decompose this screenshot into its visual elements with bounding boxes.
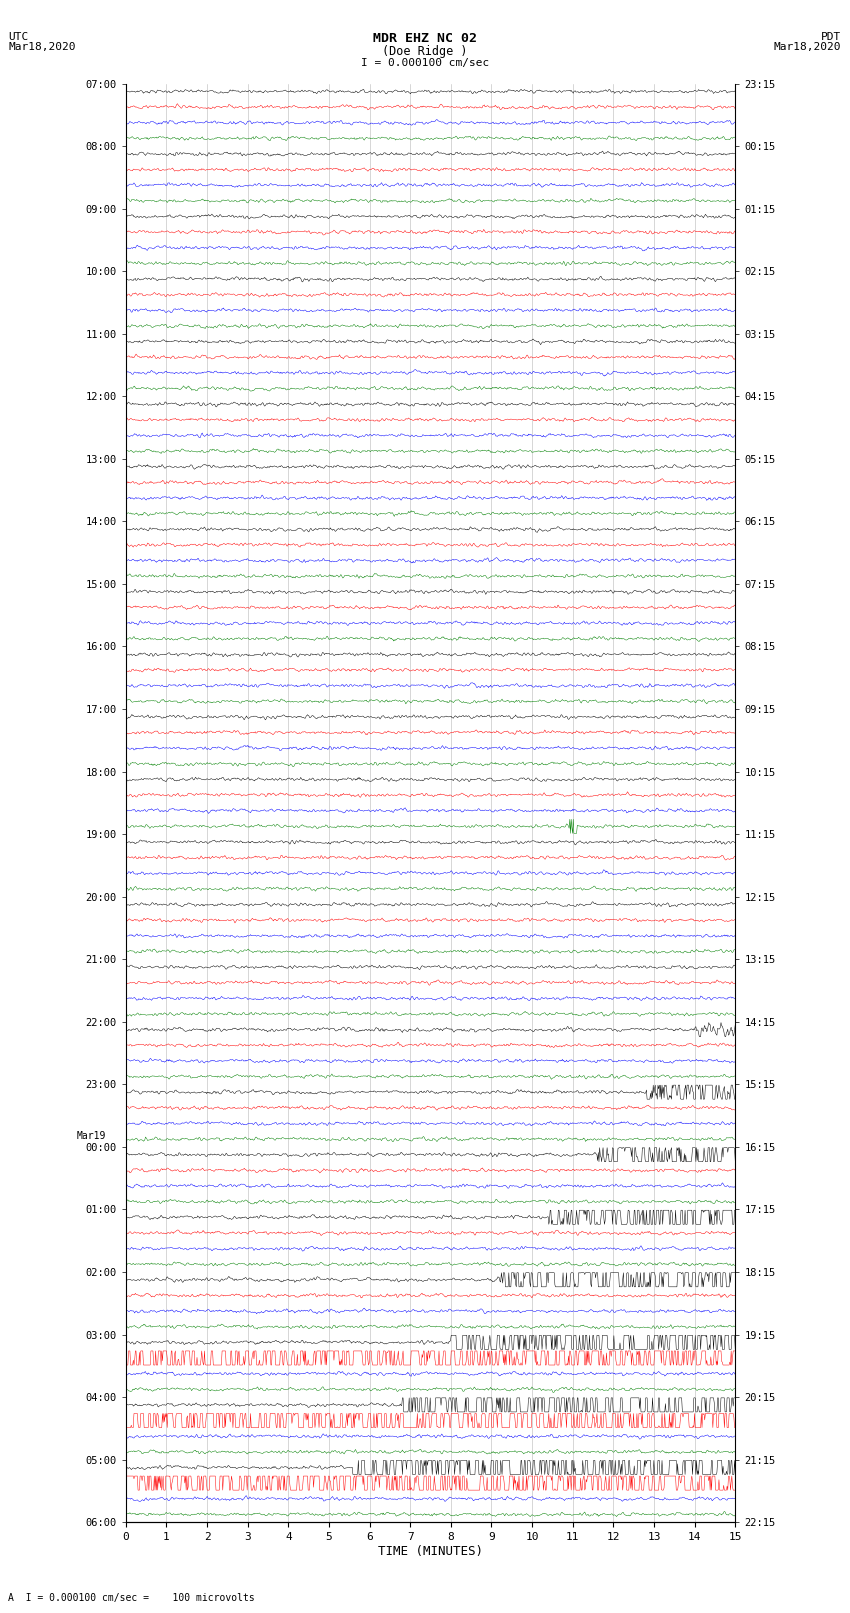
Text: PDT: PDT <box>821 32 842 42</box>
Text: I = 0.000100 cm/sec: I = 0.000100 cm/sec <box>361 58 489 68</box>
Text: Mar19: Mar19 <box>76 1131 105 1140</box>
Text: Mar18,2020: Mar18,2020 <box>8 42 76 52</box>
Text: MDR EHZ NC 02: MDR EHZ NC 02 <box>373 32 477 45</box>
Text: UTC: UTC <box>8 32 29 42</box>
X-axis label: TIME (MINUTES): TIME (MINUTES) <box>378 1545 483 1558</box>
Text: (Doe Ridge ): (Doe Ridge ) <box>382 45 468 58</box>
Text: A  I = 0.000100 cm/sec =    100 microvolts: A I = 0.000100 cm/sec = 100 microvolts <box>8 1594 255 1603</box>
Text: Mar18,2020: Mar18,2020 <box>774 42 842 52</box>
